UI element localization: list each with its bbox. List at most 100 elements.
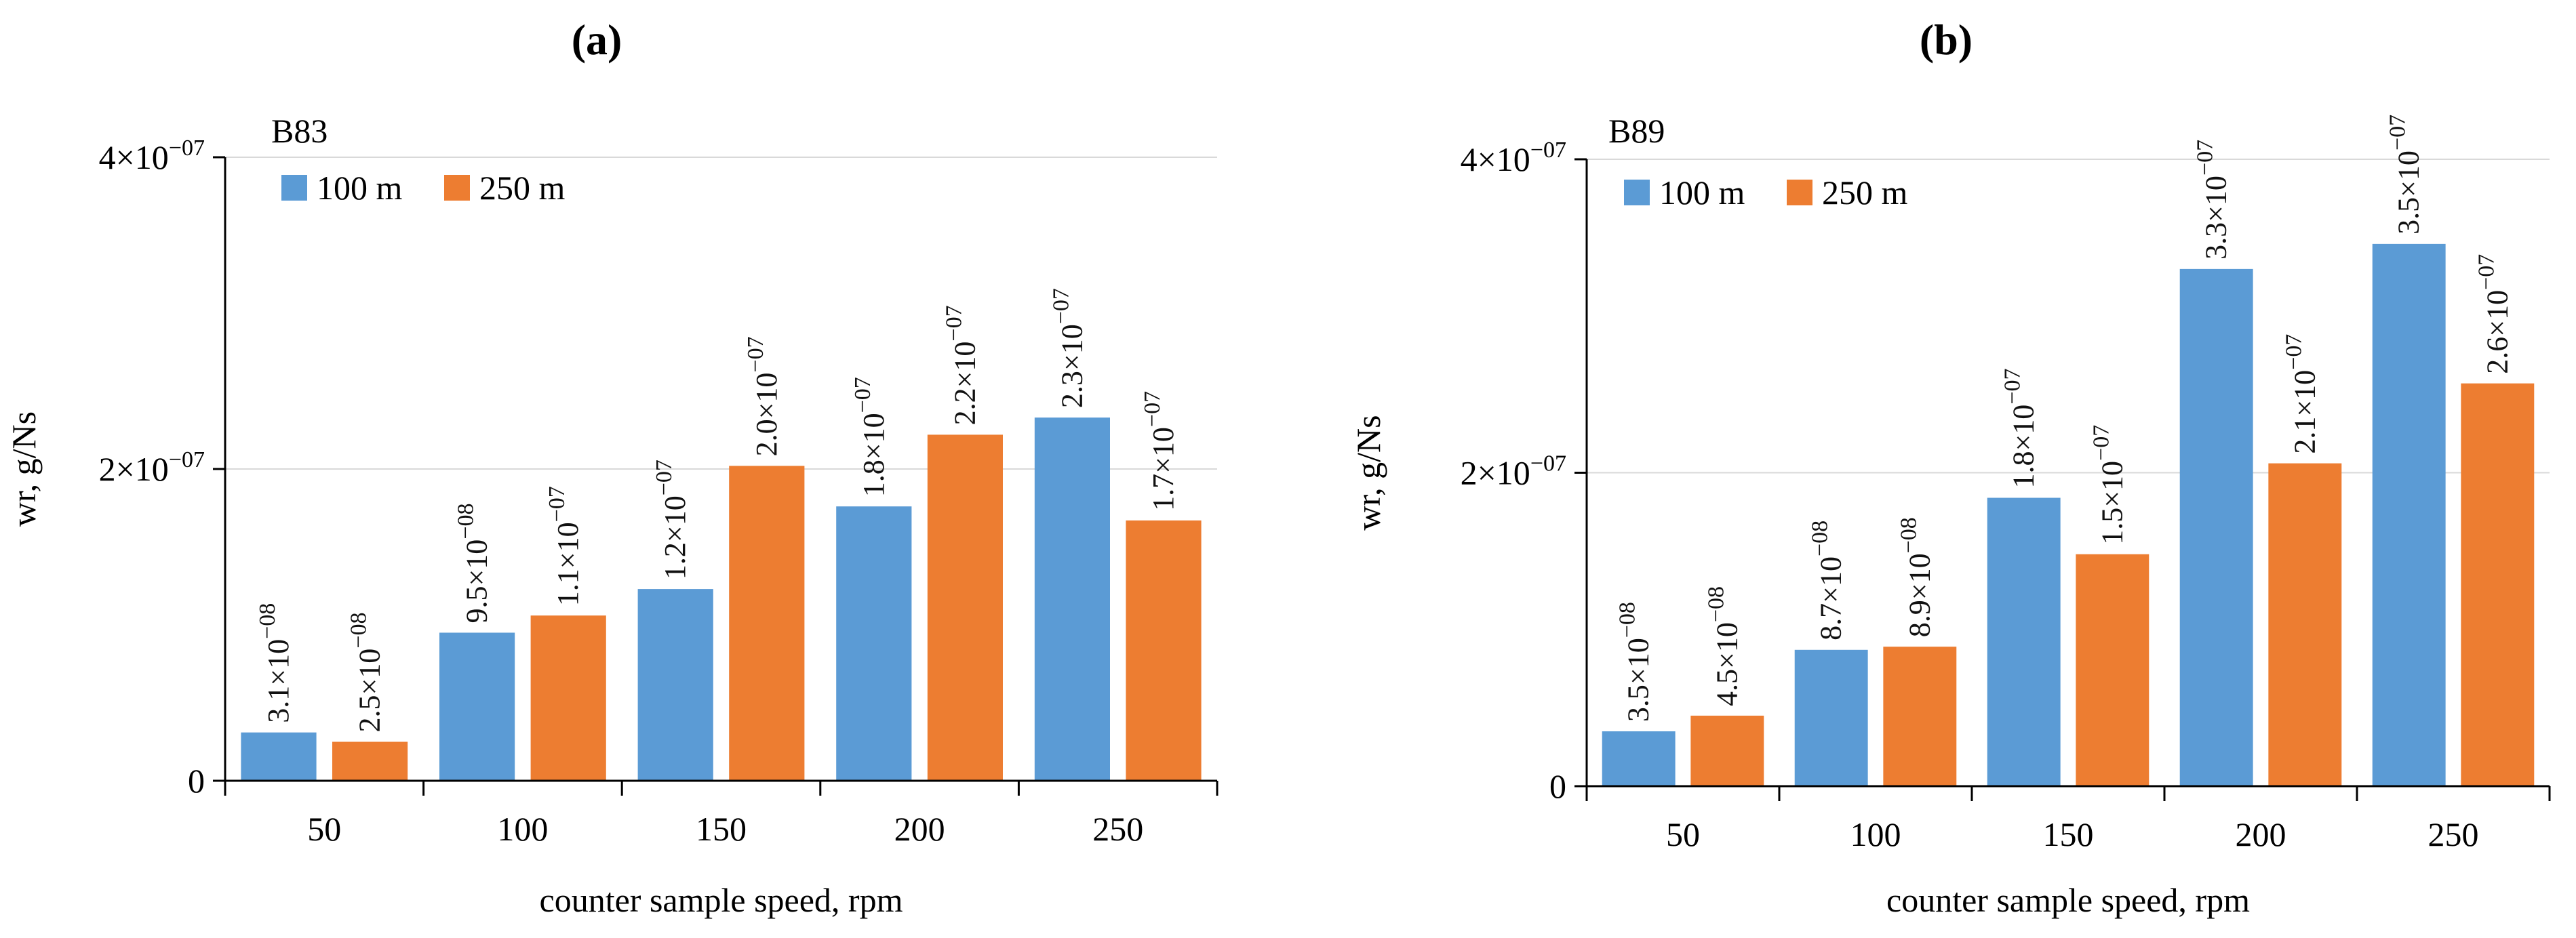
data-label-mantissa: 2.0×10 xyxy=(750,373,783,457)
data-label: 2.0×10−07 xyxy=(743,336,783,456)
x-tick-label: 100 xyxy=(1850,815,1901,853)
x-tick-label: 250 xyxy=(1092,810,1143,848)
data-label: 1.1×10−07 xyxy=(544,486,584,606)
data-label-mantissa: 2.1×10 xyxy=(2288,370,2321,454)
data-label-mantissa: 3.5×10 xyxy=(1622,638,1655,722)
data-label-mantissa: 2.2×10 xyxy=(948,342,981,426)
data-label: 1.5×10−07 xyxy=(2088,425,2128,545)
bar-100m-100 xyxy=(1794,649,1868,786)
data-label-exponent: −07 xyxy=(2281,334,2306,370)
y-tick-label: 4×10−07 xyxy=(99,136,205,176)
data-label-exponent: −07 xyxy=(743,336,768,372)
data-label: 8.7×10−08 xyxy=(1808,521,1848,640)
legend-label: 250 m xyxy=(1822,174,1908,211)
data-label-exponent: −08 xyxy=(454,503,479,539)
data-label-exponent: −08 xyxy=(1896,517,1921,553)
data-label-mantissa: 3.1×10 xyxy=(262,639,295,723)
bar-250m-50 xyxy=(332,741,408,781)
bar-250m-100 xyxy=(530,615,606,781)
data-label-exponent: −07 xyxy=(2474,254,2499,290)
data-label-mantissa: 1.8×10 xyxy=(857,413,890,497)
bar-250m-150 xyxy=(729,466,805,781)
legend-label: 100 m xyxy=(317,169,403,207)
legend-swatch xyxy=(1624,180,1650,205)
y-tick-label-mantissa: 2×10 xyxy=(99,450,169,488)
x-axis-title: counter sample speed, rpm xyxy=(540,881,903,919)
data-label: 1.7×10−07 xyxy=(1140,391,1180,511)
bar-100m-200 xyxy=(2179,268,2253,786)
bar-100m-150 xyxy=(1987,497,2061,786)
legend: 100 m 250 m xyxy=(281,169,566,207)
data-label-mantissa: 1.1×10 xyxy=(551,522,584,606)
y-tick-label: 2×10−07 xyxy=(99,447,205,488)
x-tick-label: 200 xyxy=(894,810,945,848)
x-tick-label: 50 xyxy=(1666,815,1700,853)
data-label-exponent: −07 xyxy=(850,377,875,413)
panel-b: (b) 3.5×10−08 8.7×10−081.8×10−073.3×10−07… xyxy=(1349,16,2551,919)
data-label-mantissa: 1.5×10 xyxy=(2095,461,2128,545)
data-label-exponent: −07 xyxy=(2193,140,2218,176)
data-label: 8.9×10−08 xyxy=(1896,517,1936,637)
y-tick-label-mantissa: 4×10 xyxy=(99,138,169,176)
data-label: 3.3×10−07 xyxy=(2193,140,2233,260)
y-tick-label-mantissa: 4×10 xyxy=(1461,140,1530,178)
legend-swatch xyxy=(444,175,470,201)
data-label: 3.1×10−08 xyxy=(255,603,295,723)
data-label-mantissa: 9.5×10 xyxy=(460,539,494,624)
data-label: 2.6×10−07 xyxy=(2474,254,2514,374)
y-axis-title: wr, g/Ns xyxy=(5,411,43,527)
bar-100m-50 xyxy=(241,732,317,781)
data-label: 3.5×10−07 xyxy=(2385,115,2425,234)
data-label-mantissa: 8.7×10 xyxy=(1815,556,1848,640)
panel-a: (a) 3.1×10−08 9.5×10−08 1.2×10−07 1.8×10−07… xyxy=(5,16,1218,919)
y-tick-label: 2×10−07 xyxy=(1461,451,1566,492)
data-label: 1.8×10−07 xyxy=(850,377,890,497)
y-tick-label-mantissa: 0 xyxy=(188,762,205,800)
data-label-exponent: −07 xyxy=(941,305,966,341)
data-label-exponent: −07 xyxy=(1140,391,1165,427)
data-label: 9.5×10−08 xyxy=(454,503,494,623)
panel-b-label: (b) xyxy=(1920,16,1973,64)
y-tick-label: 0 xyxy=(188,762,205,800)
bar-100m-100 xyxy=(439,632,515,781)
bar-100m-150 xyxy=(637,589,713,781)
x-axis-title: counter sample speed, rpm xyxy=(1886,881,2250,919)
x-tick-label: 50 xyxy=(307,810,341,848)
data-label-mantissa: 1.2×10 xyxy=(658,495,692,579)
legend-swatch xyxy=(281,175,307,201)
y-tick-label-mantissa: 2×10 xyxy=(1461,454,1530,492)
y-tick-label: 0 xyxy=(1549,767,1566,805)
data-label-mantissa: 1.8×10 xyxy=(2007,405,2040,489)
data-label: 1.8×10−07 xyxy=(2000,368,2040,488)
data-label: 4.5×10−08 xyxy=(1703,586,1743,706)
x-tick-label: 200 xyxy=(2236,815,2286,853)
data-label: 2.2×10−07 xyxy=(941,305,981,425)
data-label-mantissa: 2.5×10 xyxy=(353,649,387,733)
chart-title: B83 xyxy=(271,112,328,150)
data-label-mantissa: 3.3×10 xyxy=(2200,176,2233,260)
data-label-mantissa: 1.7×10 xyxy=(1147,427,1180,511)
y-axis-title: wr, g/Ns xyxy=(1349,415,1387,530)
bar-100m-250 xyxy=(2372,243,2446,786)
data-label: 2.3×10−07 xyxy=(1048,288,1088,408)
data-label-mantissa: 4.5×10 xyxy=(1710,622,1743,706)
data-label: 2.5×10−08 xyxy=(346,612,387,732)
legend-label: 250 m xyxy=(479,169,566,207)
data-label-exponent: −08 xyxy=(1615,602,1640,638)
bar-250m-100 xyxy=(1883,647,1957,786)
data-label-mantissa: 8.9×10 xyxy=(1903,553,1936,637)
data-label-exponent: −07 xyxy=(2385,115,2411,150)
data-label-exponent: −08 xyxy=(346,612,372,648)
bar-100m-50 xyxy=(1602,731,1676,786)
data-label-exponent: −07 xyxy=(652,460,677,495)
data-label-exponent: −07 xyxy=(1048,288,1073,324)
legend-label: 100 m xyxy=(1659,174,1745,211)
x-tick-label: 250 xyxy=(2428,815,2479,853)
x-tick-label: 150 xyxy=(2043,815,2094,853)
bar-100m-250 xyxy=(1034,417,1110,781)
y-tick-label-exponent: −07 xyxy=(169,136,205,161)
y-tick-label: 4×10−07 xyxy=(1461,138,1566,178)
y-tick-label-mantissa: 0 xyxy=(1549,767,1566,805)
y-tick-label-exponent: −07 xyxy=(169,447,205,472)
